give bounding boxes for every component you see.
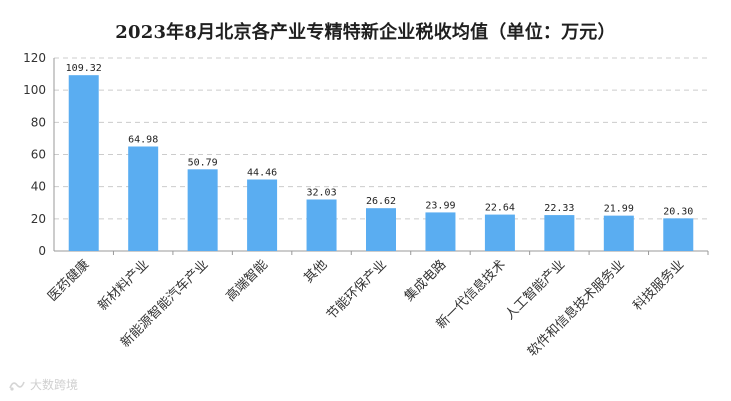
bar bbox=[663, 218, 694, 251]
x-category-label: 集成电路 bbox=[401, 257, 449, 305]
data-label: 26.62 bbox=[366, 196, 396, 207]
bars bbox=[68, 75, 694, 251]
bar bbox=[306, 199, 337, 251]
bar bbox=[544, 215, 575, 251]
data-label: 20.30 bbox=[663, 206, 693, 217]
bar bbox=[68, 75, 99, 251]
y-tick-label: 60 bbox=[31, 148, 46, 162]
bar bbox=[247, 179, 278, 251]
bar bbox=[484, 214, 515, 251]
data-label: 21.99 bbox=[604, 204, 634, 215]
x-category-label: 科技服务业 bbox=[630, 257, 687, 314]
data-label: 32.03 bbox=[306, 187, 336, 198]
x-category-label: 节能环保产业 bbox=[324, 257, 390, 323]
x-category-label: 软件和信息技术服务业 bbox=[524, 257, 627, 360]
axes: 0 20 40 60 80 100 120 bbox=[23, 51, 709, 258]
x-category-label: 医药健康 bbox=[44, 257, 92, 305]
data-label: 109.32 bbox=[66, 63, 102, 74]
data-label: 50.79 bbox=[188, 157, 218, 168]
logo-icon bbox=[9, 381, 25, 391]
y-tick-label: 120 bbox=[23, 51, 46, 65]
y-tick-label: 40 bbox=[31, 180, 46, 194]
watermark: 大数跨境 bbox=[8, 376, 78, 393]
bar bbox=[187, 169, 218, 251]
watermark-text: 大数跨境 bbox=[30, 378, 79, 392]
x-category-label: 新材料产业 bbox=[95, 257, 152, 314]
bar bbox=[128, 146, 159, 251]
bar bbox=[425, 212, 456, 251]
x-category-label: 人工智能产业 bbox=[502, 257, 568, 323]
chart-title: 2023年8月北京各产业专精特新企业税收均值（单位：万元） bbox=[115, 22, 616, 43]
data-label: 44.46 bbox=[247, 167, 277, 178]
y-tick-label: 20 bbox=[31, 212, 46, 226]
y-tick-label: 80 bbox=[31, 115, 46, 129]
data-label: 22.64 bbox=[485, 203, 515, 214]
y-tick-label: 100 bbox=[23, 83, 46, 97]
data-label: 23.99 bbox=[425, 200, 455, 211]
x-category-label: 高端智能 bbox=[223, 257, 271, 305]
y-tick-label: 0 bbox=[38, 244, 46, 258]
bar bbox=[603, 215, 634, 251]
data-label: 64.98 bbox=[128, 134, 158, 145]
x-category-label: 其他 bbox=[301, 257, 330, 286]
data-label: 22.33 bbox=[544, 203, 574, 214]
bar bbox=[366, 208, 396, 251]
